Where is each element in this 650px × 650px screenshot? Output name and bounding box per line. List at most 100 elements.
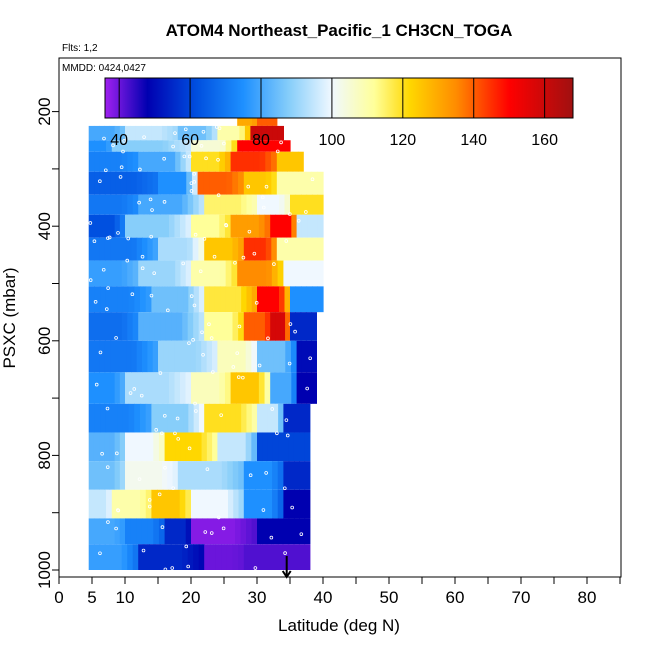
heatmap-cell <box>125 432 132 462</box>
heatmap-cell <box>171 312 178 341</box>
heatmap-cell <box>188 461 195 490</box>
sample-point <box>222 141 226 146</box>
sample-point <box>200 330 204 335</box>
heatmap-cell <box>116 194 123 215</box>
heatmap-cell <box>147 340 154 373</box>
heatmap-cell <box>262 432 269 462</box>
heatmap-cell <box>193 194 200 215</box>
sample-point <box>170 566 175 570</box>
heatmap-cell <box>311 171 318 195</box>
heatmap-cell <box>214 194 221 215</box>
heatmap-cell <box>299 489 306 519</box>
heatmap-cell <box>217 125 224 141</box>
dates-label: MMDD: 0424,0427 <box>62 63 146 74</box>
sample-point <box>282 486 287 491</box>
heatmap-cell <box>288 403 295 433</box>
heatmap-cell <box>164 151 171 172</box>
heatmap-cell <box>127 151 134 172</box>
heatmap-cell <box>179 489 186 519</box>
heatmap-cell <box>290 340 298 373</box>
heatmap-cell <box>174 140 181 152</box>
sample-point <box>116 231 120 235</box>
heatmap-cell <box>174 171 182 195</box>
heatmap-cell <box>154 260 160 287</box>
heatmap-cell <box>284 194 291 215</box>
heatmap-cell <box>260 489 268 519</box>
heatmap-cell <box>271 544 278 570</box>
heatmap-cell <box>127 312 134 341</box>
heatmap-cell <box>147 237 154 261</box>
sample-point <box>246 184 251 189</box>
heatmap-cell <box>202 151 209 172</box>
heatmap-cell <box>243 489 251 519</box>
heatmap-cell <box>135 125 142 141</box>
heatmap-cell <box>132 312 139 341</box>
heatmap-cell <box>99 432 105 462</box>
sample-point <box>115 451 119 456</box>
heatmap-cell <box>172 286 179 313</box>
heatmap-cell <box>230 403 237 433</box>
heatmap-cell <box>299 171 307 195</box>
heatmap-cell <box>146 461 152 490</box>
heatmap-cell <box>273 340 281 373</box>
heatmap-cell <box>111 140 119 152</box>
heatmap-cell <box>177 461 184 490</box>
heatmap-cell <box>169 432 176 462</box>
heatmap-cell <box>158 340 164 373</box>
heatmap-cell <box>149 312 156 341</box>
heatmap-cell <box>204 403 211 433</box>
heatmap-cell <box>225 140 233 152</box>
heatmap-cell <box>134 140 141 152</box>
sample-point <box>148 197 153 202</box>
heatmap-cell <box>268 340 275 373</box>
heatmap-cell <box>105 312 112 341</box>
heatmap-cell <box>235 286 242 313</box>
heatmap-cell <box>94 151 101 172</box>
heatmap-cell <box>228 125 235 141</box>
heatmap-cell <box>88 125 95 141</box>
y-tick-label: 1000 <box>35 551 54 589</box>
sample-point <box>284 239 289 243</box>
heatmap-cell <box>317 214 324 238</box>
heatmap-cell <box>272 403 279 433</box>
heatmap-cell <box>242 151 249 172</box>
heatmap-cell <box>176 544 183 570</box>
heatmap-cell <box>161 403 168 433</box>
heatmap-cell <box>254 260 261 287</box>
heatmap-cell <box>140 140 147 152</box>
heatmap-cell <box>151 286 158 313</box>
heatmap-cell <box>120 340 127 373</box>
heatmap-cell <box>88 518 95 545</box>
heatmap-cell <box>120 237 127 261</box>
heatmap-cell <box>226 237 234 261</box>
sample-point <box>264 471 268 475</box>
heatmap-cell <box>116 544 123 570</box>
heatmap-cell <box>185 151 192 172</box>
heatmap-cell <box>235 403 242 433</box>
heatmap-cell <box>272 489 279 519</box>
heatmap-cell <box>268 286 275 313</box>
heatmap-cell <box>242 140 249 152</box>
heatmap-cell <box>109 461 116 490</box>
heatmap-cell <box>94 194 101 215</box>
sample-point <box>211 370 215 374</box>
heatmap-cell <box>147 518 154 545</box>
heatmap-cell <box>88 286 95 313</box>
sample-point <box>194 409 198 413</box>
heatmap-cell <box>142 171 148 195</box>
heatmap-cell <box>246 403 253 433</box>
heatmap-cell <box>236 372 243 404</box>
heatmap-cell <box>219 372 226 404</box>
colorbar-ticks: 40 60 80 100 120 140 160 <box>110 78 558 149</box>
heatmap-cell <box>280 214 287 238</box>
heatmap-cell <box>294 260 301 287</box>
heatmap-cell <box>167 125 174 141</box>
colorbar-tick-label: 120 <box>389 132 416 149</box>
sample-point <box>288 322 293 326</box>
heatmap-cell <box>99 237 106 261</box>
heatmap-cell <box>237 140 244 152</box>
heatmap-cell <box>235 518 242 545</box>
heatmap-cell <box>163 171 170 195</box>
heatmap-cell <box>288 432 295 462</box>
